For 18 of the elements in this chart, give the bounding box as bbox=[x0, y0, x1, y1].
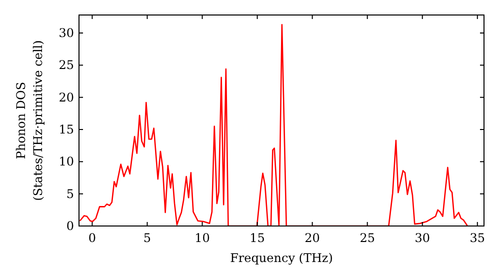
x-tick-label: 15 bbox=[250, 231, 265, 245]
x-tick-label: 0 bbox=[88, 231, 96, 245]
x-tick-label: 20 bbox=[304, 231, 320, 245]
x-tick-label: 25 bbox=[360, 231, 375, 245]
y-tick-label: 30 bbox=[58, 26, 74, 40]
line-series bbox=[79, 24, 468, 226]
x-tick-label: 10 bbox=[194, 231, 210, 245]
y-axis-title: Phonon DOS (States/THz·primitive cell) bbox=[14, 40, 45, 201]
x-tick-label: 5 bbox=[143, 231, 152, 245]
y-tick-label: 15 bbox=[58, 122, 74, 137]
y-tick-label: 5 bbox=[66, 186, 74, 201]
x-tick-label: 35 bbox=[470, 231, 486, 245]
y-tick-label: 20 bbox=[58, 90, 74, 104]
y-tick-label: 0 bbox=[66, 219, 74, 233]
y-tick-label: 10 bbox=[58, 154, 74, 169]
y-tick-label: 25 bbox=[58, 58, 74, 72]
x-tick-label: 30 bbox=[414, 231, 430, 245]
x-axis-title: Frequency (THz) bbox=[230, 251, 333, 265]
